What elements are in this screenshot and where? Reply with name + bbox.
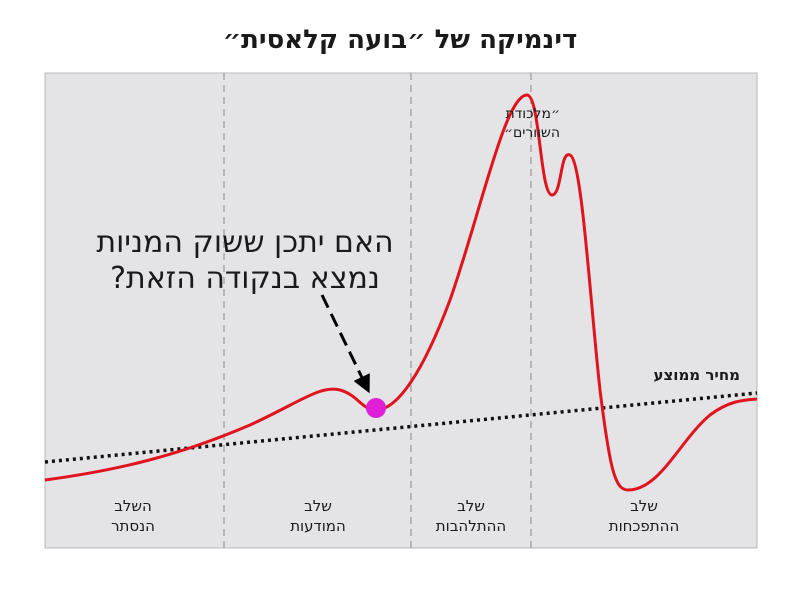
bull-trap-line: ״מלכודת bbox=[505, 106, 560, 122]
phase-label: שלב bbox=[630, 497, 658, 515]
question-line: נמצא בנקודה הזאת? bbox=[110, 261, 380, 296]
phase-labels: השלב הנסתר שלב המודעות שלב ההתלהבות שלב … bbox=[111, 497, 679, 535]
arrow bbox=[320, 294, 370, 394]
title: דינמיקה של ״בועה קלאסית״ bbox=[223, 25, 578, 55]
phase-label: שלב bbox=[457, 497, 485, 515]
price-curve bbox=[44, 93, 758, 492]
average-line bbox=[44, 391, 758, 464]
current-point bbox=[366, 398, 386, 418]
phase-label: שלב bbox=[304, 497, 332, 515]
phase-label: הנסתר bbox=[111, 517, 155, 535]
average-label: מחיר ממוצע bbox=[654, 366, 740, 384]
phase-label: ההתפכחות bbox=[609, 517, 680, 535]
phase-label: השלב bbox=[114, 497, 152, 515]
question-line: האם יתכן ששוק המניות bbox=[96, 225, 393, 260]
bull-trap-line: השוורים״ bbox=[504, 125, 560, 141]
panel bbox=[44, 72, 758, 549]
question: האם יתכן ששוק המניות נמצא בנקודה הזאת? bbox=[96, 225, 393, 296]
phase-label: ההתלהבות bbox=[436, 517, 506, 535]
phase-label: המודעות bbox=[290, 517, 346, 535]
bull-trap: ״מלכודת השוורים״ bbox=[504, 106, 560, 141]
